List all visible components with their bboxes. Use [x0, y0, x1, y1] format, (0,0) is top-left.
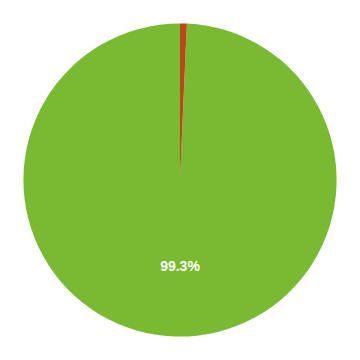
svg-text:99.3%: 99.3%	[160, 258, 200, 274]
